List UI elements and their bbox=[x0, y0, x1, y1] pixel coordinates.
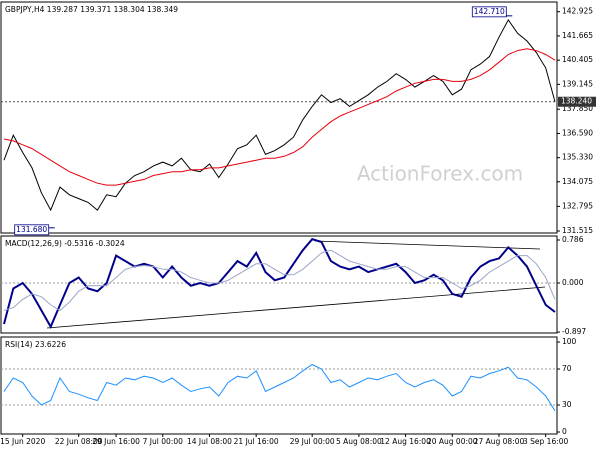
y-tick-label: 70 bbox=[562, 364, 572, 373]
x-tick-label: 15 Jun 2020 bbox=[0, 437, 45, 446]
x-tick-label: 29 Jun 16:00 bbox=[92, 437, 140, 446]
y-tick-label: 0.786 bbox=[562, 235, 584, 244]
panel-frame bbox=[0, 336, 558, 435]
panel-title: GBPJPY,H4 139.287 139.371 138.304 138.34… bbox=[5, 5, 178, 14]
extreme-label-box bbox=[471, 6, 507, 18]
series-line bbox=[3, 249, 556, 312]
y-tick-label: 30 bbox=[562, 400, 572, 409]
series-line bbox=[3, 238, 556, 330]
panel-frame bbox=[0, 235, 558, 334]
x-tick-label: 7 Jul 00:00 bbox=[143, 437, 183, 446]
y-tick-label: 0.000 bbox=[562, 278, 584, 287]
extreme-label: 131.680 bbox=[16, 225, 47, 234]
panel-title: RSI(14) 23.6226 bbox=[5, 340, 66, 349]
x-tick-label: 20 Aug 00:00 bbox=[427, 437, 478, 446]
y-tick-label: -0.897 bbox=[562, 327, 586, 336]
trendline bbox=[314, 240, 541, 250]
series-line bbox=[3, 48, 556, 186]
y-tick-label: 132.795 bbox=[562, 201, 593, 210]
series-line bbox=[3, 18, 556, 212]
series-line bbox=[3, 363, 556, 412]
x-tick-label: 5 Aug 08:00 bbox=[336, 437, 382, 446]
y-tick-label: 139.145 bbox=[562, 79, 593, 88]
y-tick-label: 140.405 bbox=[562, 55, 593, 64]
y-tick-label: 136.590 bbox=[562, 128, 593, 137]
y-tick-label: 137.850 bbox=[562, 104, 593, 113]
y-tick-label: 142.925 bbox=[562, 7, 593, 16]
y-tick-label: 134.075 bbox=[562, 177, 593, 186]
x-tick-label: 29 Jul 00:00 bbox=[290, 437, 335, 446]
watermark: ActionForex.com bbox=[357, 162, 523, 186]
y-tick-label: 135.330 bbox=[562, 153, 593, 162]
y-tick-label: 131.515 bbox=[562, 226, 593, 235]
x-tick-label: 14 Jul 08:00 bbox=[187, 437, 232, 446]
x-tick-label: 3 Sep 16:00 bbox=[523, 437, 569, 446]
y-tick-label: 100 bbox=[562, 337, 577, 346]
panel-title: MACD(12,26,9) -0.5316 -0.3024 bbox=[5, 239, 125, 248]
price-label: 138.240 bbox=[561, 97, 592, 106]
y-tick-label: 0 bbox=[562, 427, 567, 436]
y-tick-label: 141.665 bbox=[562, 31, 593, 40]
x-tick-label: 12 Aug 16:00 bbox=[380, 437, 431, 446]
panel-frame bbox=[0, 1, 558, 234]
x-tick-label: 21 Jul 16:00 bbox=[234, 437, 279, 446]
x-tick-label: 22 Jun 08:00 bbox=[55, 437, 103, 446]
price-label-box bbox=[558, 96, 596, 107]
extreme-label: 142.710 bbox=[474, 7, 505, 16]
x-tick-label: 27 Aug 08:00 bbox=[474, 437, 525, 446]
extreme-label-box bbox=[14, 224, 50, 236]
